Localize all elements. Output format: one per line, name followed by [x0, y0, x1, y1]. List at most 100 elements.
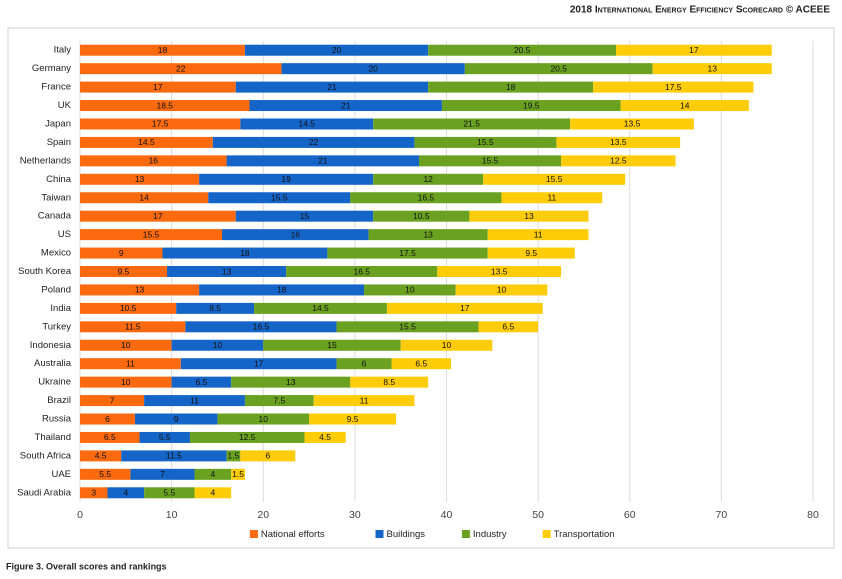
bar-segment [464, 63, 653, 75]
data-label: 18 [240, 248, 250, 258]
x-tick-label: 0 [77, 509, 83, 521]
bar-segment [313, 395, 415, 407]
bar-segment [616, 44, 772, 56]
data-label: 18 [277, 285, 287, 295]
data-label: 10 [405, 285, 415, 295]
data-label: 15 [327, 340, 337, 350]
data-label: 10 [259, 414, 269, 424]
data-label: 16.5 [253, 322, 270, 332]
y-tick-label: Canada [38, 211, 72, 222]
y-tick-label: China [46, 174, 72, 185]
bar-segment [80, 44, 245, 56]
y-tick-label: Australia [34, 358, 72, 369]
data-label: 17 [153, 82, 163, 92]
bar-segment [80, 302, 177, 314]
data-label: 15 [300, 211, 310, 221]
data-label: 13 [222, 266, 232, 276]
bar-segment [226, 450, 241, 462]
bar-segment [350, 376, 429, 388]
bar-segment [185, 321, 337, 333]
bar-segment [373, 173, 484, 185]
data-label: 10 [121, 377, 131, 387]
header: 2018 International Energy Efficiency Sco… [570, 5, 830, 16]
data-label: 20 [368, 63, 378, 73]
bar-segment [139, 431, 190, 443]
y-tick-label: Germany [32, 63, 71, 74]
bar-segment [80, 136, 213, 148]
data-label: 9.5 [118, 266, 130, 276]
y-tick-label: France [41, 82, 71, 93]
data-label: 21 [318, 156, 328, 166]
bar-segment [254, 302, 387, 314]
bar-segment [652, 63, 772, 75]
data-label: 22 [309, 137, 319, 147]
data-label: 17.5 [399, 248, 416, 258]
bar-segment [231, 468, 245, 480]
data-label: 14.5 [298, 119, 315, 129]
y-tick-label: Japan [45, 118, 71, 129]
data-label: 8.5 [383, 377, 395, 387]
bar-segment [80, 284, 200, 296]
bar-segment [80, 192, 209, 204]
data-label: 14 [680, 100, 690, 110]
data-label: 8.5 [209, 303, 221, 313]
data-label: 6 [362, 358, 367, 368]
bar-segment [561, 155, 676, 167]
data-label: 17 [689, 45, 699, 55]
bar-segment [80, 339, 172, 351]
bar-segment [428, 44, 617, 56]
bar-segment [162, 247, 328, 259]
bar-segment [107, 487, 145, 499]
bar-segment [350, 192, 502, 204]
bar-segment [80, 210, 236, 222]
bar-segment [80, 358, 181, 370]
bar-segment [80, 487, 108, 499]
data-label: 13 [707, 63, 717, 73]
bar-segment [235, 81, 429, 93]
data-label: 14 [139, 192, 149, 202]
data-label: 21 [327, 82, 337, 92]
data-label: 20.5 [550, 63, 567, 73]
x-tick-label: 30 [349, 509, 361, 521]
bar-segment [121, 450, 227, 462]
y-tick-label: US [58, 229, 71, 240]
bar-segment [373, 118, 571, 130]
bar-segment [222, 229, 369, 241]
bar-segment [194, 468, 232, 480]
bar-segment [80, 229, 223, 241]
data-label: 11 [126, 358, 135, 368]
data-label: 14.5 [312, 303, 329, 313]
data-label: 11 [547, 192, 556, 202]
bar-segment [80, 413, 135, 425]
data-label: 6.5 [502, 322, 514, 332]
bar-segment [80, 266, 168, 277]
y-tick-label: India [50, 303, 71, 314]
bar-segment [171, 376, 232, 388]
data-label: 20 [332, 45, 342, 55]
data-label: 10.5 [413, 211, 430, 221]
data-label: 13 [524, 211, 534, 221]
data-label: 1.5 [228, 451, 240, 461]
bar-segment [80, 395, 145, 407]
data-label: 9.5 [347, 414, 359, 424]
data-label: 13 [423, 229, 433, 239]
y-tick-label: Netherlands [20, 155, 71, 166]
data-label: 6.5 [104, 432, 116, 442]
bar-segment [80, 450, 122, 462]
x-tick-label: 70 [716, 509, 728, 521]
bar-segment [593, 81, 754, 93]
bar-segment [286, 266, 438, 277]
bar-segment [208, 192, 351, 204]
data-label: 18 [506, 82, 516, 92]
data-label: 4 [210, 488, 215, 498]
data-label: 17.5 [152, 119, 169, 129]
bar-segment [80, 173, 200, 185]
data-label: 13.5 [491, 266, 508, 276]
bar-segment [478, 321, 539, 333]
bar-segment [199, 173, 374, 185]
bar-segment [414, 136, 557, 148]
bar-segment [327, 247, 488, 259]
bar-segment [501, 192, 603, 204]
bar-segment [441, 100, 621, 112]
data-label: 19 [281, 174, 291, 184]
